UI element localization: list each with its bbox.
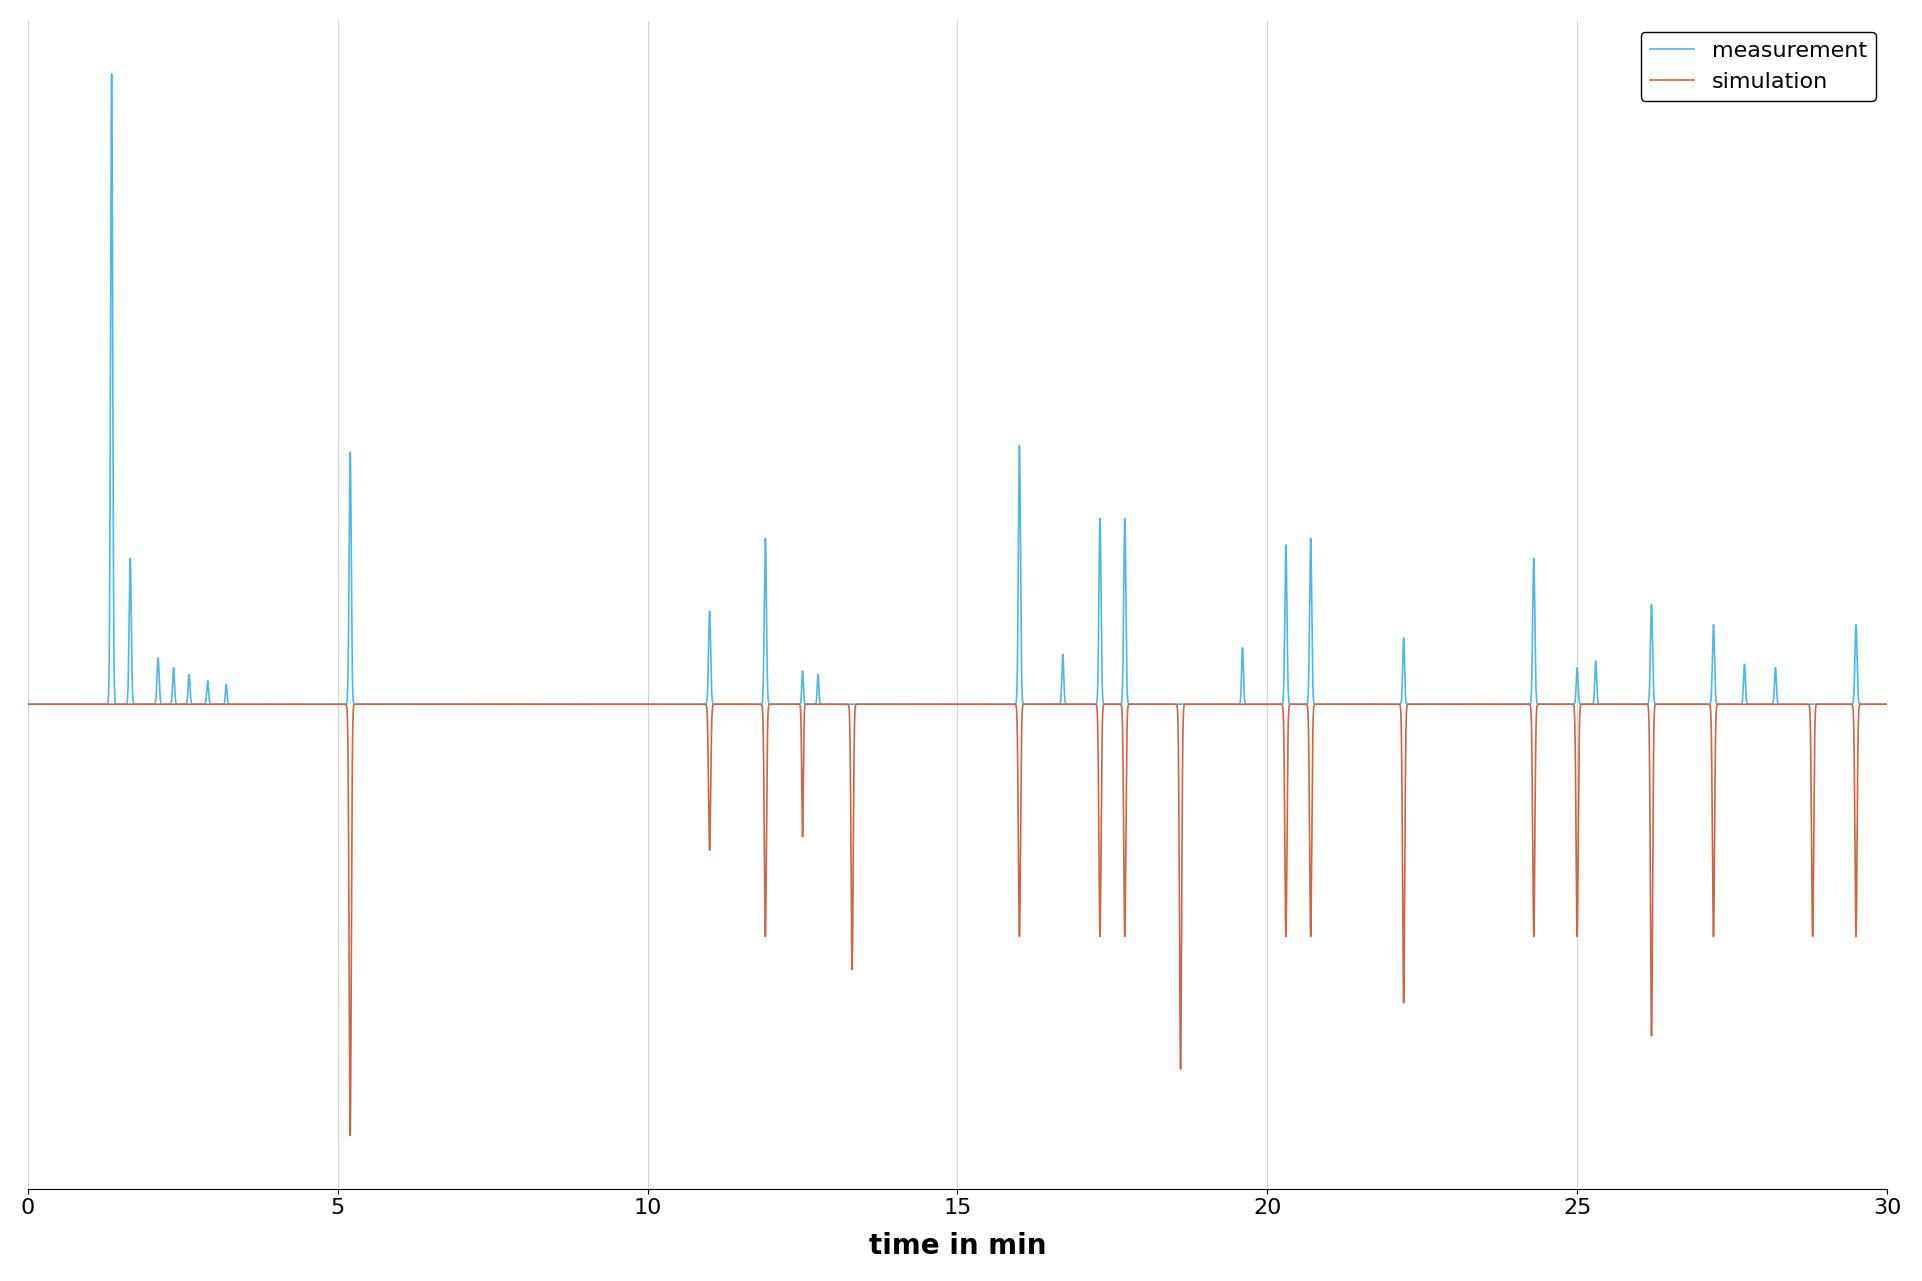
measurement: [17, 697, 40, 712]
simulation: [338, 1127, 361, 1143]
Line: measurement: measurement: [29, 74, 1887, 705]
measurement: [1876, 697, 1899, 712]
measurement: [1745, 697, 1768, 712]
measurement: [661, 697, 684, 712]
simulation: [90, 697, 113, 712]
measurement: [917, 697, 940, 712]
simulation: [1745, 697, 1768, 712]
simulation: [192, 697, 215, 712]
simulation: [530, 697, 554, 712]
measurement: [530, 697, 554, 712]
Legend: measurement, simulation: measurement, simulation: [1641, 32, 1876, 101]
measurement: [100, 67, 123, 82]
X-axis label: time in min: time in min: [869, 1232, 1046, 1261]
measurement: [192, 697, 215, 712]
simulation: [661, 697, 684, 712]
Line: simulation: simulation: [29, 705, 1887, 1135]
simulation: [917, 697, 940, 712]
simulation: [1876, 697, 1899, 712]
measurement: [90, 697, 113, 712]
simulation: [17, 697, 40, 712]
